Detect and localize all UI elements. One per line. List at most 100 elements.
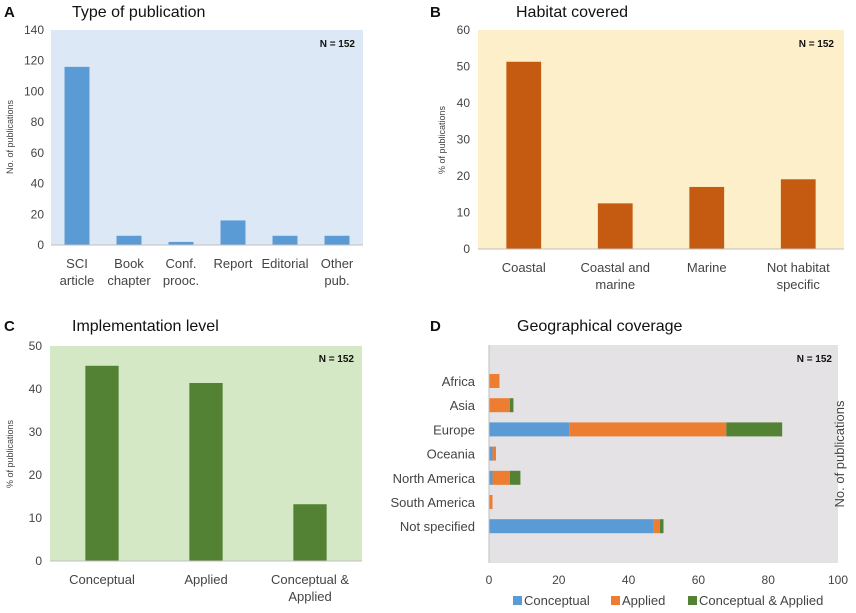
legend-label: Conceptual	[524, 593, 590, 608]
y-tick-label: 40	[457, 96, 471, 110]
y-tick-label: 100	[24, 84, 44, 98]
panel-b-categories: Coastal Coastal and marine Marine Not habita…	[502, 260, 830, 292]
bar-segment	[660, 519, 664, 534]
panel-a-letter: A	[4, 4, 15, 21]
category-label: Not specified	[400, 519, 475, 534]
bar-segment	[726, 422, 783, 437]
category-label-line: pub.	[324, 273, 349, 288]
bar-segment	[489, 470, 493, 485]
panel-d-categories: Africa Asia Europe Oceania North America Sout…	[390, 374, 475, 534]
category-label-line: Conceptual &	[271, 572, 349, 587]
category-label: Conceptual & Applied	[271, 572, 349, 604]
y-tick-label: 0	[35, 554, 42, 568]
panel-c-ylabel: % of publications	[5, 419, 15, 488]
y-tick-label: 40	[31, 177, 45, 191]
panel-c-categories: Conceptual Applied Conceptual & Applied	[69, 572, 349, 604]
category-label-line: Applied	[288, 589, 331, 604]
category-label-line: Marine	[687, 260, 727, 275]
bar	[272, 235, 298, 245]
y-tick-label: 30	[29, 425, 43, 439]
panel-d-bars	[488, 345, 783, 563]
category-label-line: Editorial	[262, 256, 309, 271]
bar-segment	[653, 519, 661, 534]
x-tick-label: 20	[552, 573, 566, 587]
bar-segment	[492, 470, 510, 485]
category-label: Conceptual	[69, 572, 135, 587]
category-label-line: prooc.	[163, 273, 199, 288]
y-tick-label: 140	[24, 23, 44, 37]
panel-a-title: Type of publication	[72, 4, 205, 21]
bar-segment	[509, 470, 521, 485]
panel-a-categories: SCI article Book chapter Conf. prooc. Report Ed…	[60, 256, 354, 288]
panel-b-ylabel: % of publications	[437, 105, 447, 174]
category-label: Not habitat specific	[767, 260, 830, 292]
bar-segment	[489, 422, 570, 437]
category-label: Africa	[442, 374, 476, 389]
bar	[220, 220, 246, 245]
category-label: Oceania	[427, 447, 476, 462]
category-label-line: article	[60, 273, 95, 288]
x-tick-label: 0	[486, 573, 493, 587]
category-label-line: Conceptual	[69, 572, 135, 587]
y-tick-label: 20	[29, 468, 43, 482]
y-tick-label: 50	[457, 60, 471, 74]
bar-segment	[489, 495, 493, 509]
category-label-line: specific	[777, 277, 821, 292]
x-tick-label: 80	[762, 573, 776, 587]
panel-b-n-label: N = 152	[799, 39, 835, 50]
category-label: South America	[390, 495, 475, 510]
bar	[189, 382, 223, 561]
bar-segment	[489, 374, 500, 388]
y-tick-label: 0	[463, 242, 470, 256]
bar-segment	[509, 398, 514, 413]
panel-a-y-ticks: 0 20 40 60 80 100 120 140	[24, 23, 44, 252]
category-label-line: Report	[213, 256, 252, 271]
panel-c: C Implementation level N = 152 % of publ…	[4, 318, 362, 604]
bar	[780, 179, 816, 249]
panel-d-xlabel: No. of publications	[832, 400, 847, 507]
panel-c-title: Implementation level	[72, 318, 219, 335]
category-label: Marine	[687, 260, 727, 275]
category-label: North America	[393, 471, 476, 486]
bar-segment	[569, 422, 727, 437]
category-label: Editorial	[262, 256, 309, 271]
bar	[168, 241, 194, 245]
panel-c-bars	[50, 365, 362, 562]
panel-b-bars	[478, 61, 844, 250]
legend-swatch	[688, 596, 697, 605]
category-label-line: Coastal and	[581, 260, 650, 275]
panel-c-n-label: N = 152	[319, 354, 355, 365]
category-label-line: Conf.	[165, 256, 196, 271]
y-tick-label: 30	[457, 133, 471, 147]
category-label-line: chapter	[107, 273, 151, 288]
panel-a-background	[51, 30, 363, 245]
y-tick-label: 60	[31, 146, 45, 160]
y-tick-label: 60	[457, 23, 471, 37]
y-tick-label: 20	[31, 207, 45, 221]
category-label-line: Applied	[184, 572, 227, 587]
panel-d-x-ticks: 0 20 40 60 80 100	[486, 573, 849, 587]
panel-d-letter: D	[430, 318, 441, 335]
legend-swatch	[513, 596, 522, 605]
category-label: Coastal	[502, 260, 546, 275]
y-tick-label: 20	[457, 169, 471, 183]
y-tick-label: 10	[29, 511, 43, 525]
x-tick-label: 100	[828, 573, 848, 587]
panel-c-y-ticks: 0 10 20 30 40 50	[29, 339, 43, 568]
legend-label: Conceptual & Applied	[699, 593, 823, 608]
legend-label: Applied	[622, 593, 665, 608]
y-tick-label: 0	[37, 238, 44, 252]
bar	[506, 61, 542, 249]
category-label: Book chapter	[107, 256, 151, 288]
bar	[116, 235, 142, 245]
bar	[597, 203, 633, 249]
y-tick-label: 120	[24, 54, 44, 68]
category-label-line: marine	[595, 277, 635, 292]
y-tick-label: 10	[457, 206, 471, 220]
bar	[324, 235, 350, 245]
panel-a-ylabel: No. of publications	[5, 99, 15, 174]
panel-a: A Type of publication N = 152 No. of pub…	[4, 4, 363, 288]
bar-segment	[489, 446, 493, 461]
category-label-line: Other	[321, 256, 354, 271]
bar	[293, 504, 327, 561]
